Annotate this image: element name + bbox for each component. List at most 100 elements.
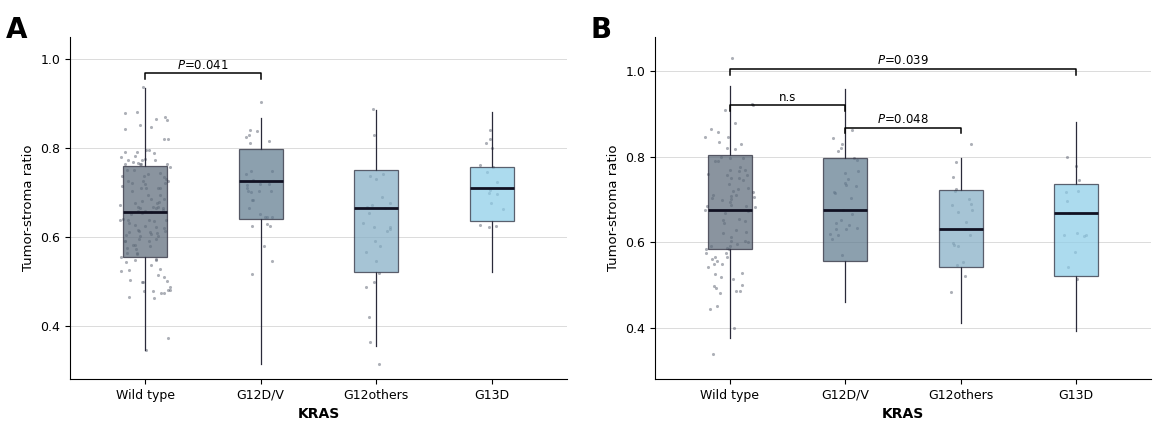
Point xyxy=(478,169,496,176)
Text: A: A xyxy=(6,16,27,44)
Point xyxy=(722,192,741,199)
Point xyxy=(1077,232,1096,239)
Point xyxy=(258,220,277,227)
Point xyxy=(251,210,270,217)
Point xyxy=(112,253,131,260)
Point xyxy=(367,257,385,264)
Point xyxy=(140,146,159,153)
Point xyxy=(134,279,153,286)
Point xyxy=(836,169,855,176)
Point xyxy=(159,286,178,293)
Point xyxy=(847,183,865,190)
Point xyxy=(148,200,167,207)
Point xyxy=(960,232,979,239)
Point xyxy=(123,188,141,195)
Point xyxy=(719,180,738,187)
Point xyxy=(697,202,716,209)
Point xyxy=(116,110,134,117)
Point xyxy=(721,167,739,174)
Point xyxy=(137,346,155,353)
Point xyxy=(159,135,178,142)
Point xyxy=(962,201,981,208)
Point xyxy=(111,217,130,224)
Point xyxy=(736,237,755,244)
Point xyxy=(263,168,281,175)
Point xyxy=(148,233,167,240)
Point xyxy=(836,181,855,188)
Point xyxy=(722,201,741,208)
Point xyxy=(243,176,262,183)
Point xyxy=(119,219,138,226)
Point xyxy=(262,187,280,194)
Point xyxy=(962,141,981,148)
Bar xyxy=(823,158,868,261)
Point xyxy=(151,192,169,199)
Point xyxy=(155,114,174,121)
Point xyxy=(260,180,279,187)
Point xyxy=(135,181,154,188)
Point xyxy=(834,206,853,213)
Point xyxy=(708,302,726,309)
Point xyxy=(718,144,737,151)
Point xyxy=(243,196,262,203)
Text: n.s: n.s xyxy=(779,91,797,104)
Point xyxy=(1059,263,1078,270)
Point xyxy=(947,261,966,268)
Point xyxy=(154,135,173,142)
Point xyxy=(724,276,743,283)
Point xyxy=(728,240,746,247)
Point xyxy=(243,222,262,229)
Point xyxy=(133,209,152,216)
Point xyxy=(238,184,257,191)
Point xyxy=(146,157,165,164)
Point xyxy=(707,285,725,292)
Point xyxy=(141,208,160,215)
Point xyxy=(828,231,847,238)
Point xyxy=(832,216,850,223)
Point xyxy=(488,190,507,197)
Point xyxy=(722,175,741,182)
Point xyxy=(698,264,717,271)
Point xyxy=(1068,230,1086,237)
Point xyxy=(147,223,166,230)
Point xyxy=(123,180,141,187)
Point xyxy=(712,197,731,204)
Point xyxy=(718,133,737,140)
Point xyxy=(145,218,164,225)
Text: B: B xyxy=(590,16,611,44)
Point xyxy=(119,178,138,185)
Point xyxy=(360,314,378,321)
Point xyxy=(153,206,172,213)
Point xyxy=(127,108,146,115)
Point xyxy=(128,159,147,166)
Point xyxy=(717,250,736,257)
Point xyxy=(744,188,763,195)
Point xyxy=(161,287,180,294)
Point xyxy=(471,162,489,169)
Point xyxy=(703,255,722,262)
Point xyxy=(141,228,160,235)
Point xyxy=(141,195,160,202)
Point xyxy=(151,265,169,272)
Point xyxy=(709,158,728,165)
Point xyxy=(730,167,749,174)
Point xyxy=(1057,188,1076,195)
Point xyxy=(116,125,134,132)
Point xyxy=(257,214,276,221)
Point xyxy=(716,210,735,217)
Point xyxy=(371,243,390,250)
Point xyxy=(158,160,176,167)
X-axis label: KRAS: KRAS xyxy=(298,407,340,421)
Point xyxy=(249,188,267,195)
Point xyxy=(480,223,499,230)
Point xyxy=(133,178,152,185)
Point xyxy=(1058,154,1077,161)
Text: $\it{P}$=0.041: $\it{P}$=0.041 xyxy=(178,59,229,71)
Point xyxy=(135,222,154,229)
Point xyxy=(158,178,176,185)
Point xyxy=(827,219,846,226)
Point xyxy=(139,216,158,223)
Point xyxy=(1065,249,1084,256)
Point xyxy=(161,164,180,171)
Point xyxy=(113,215,132,223)
